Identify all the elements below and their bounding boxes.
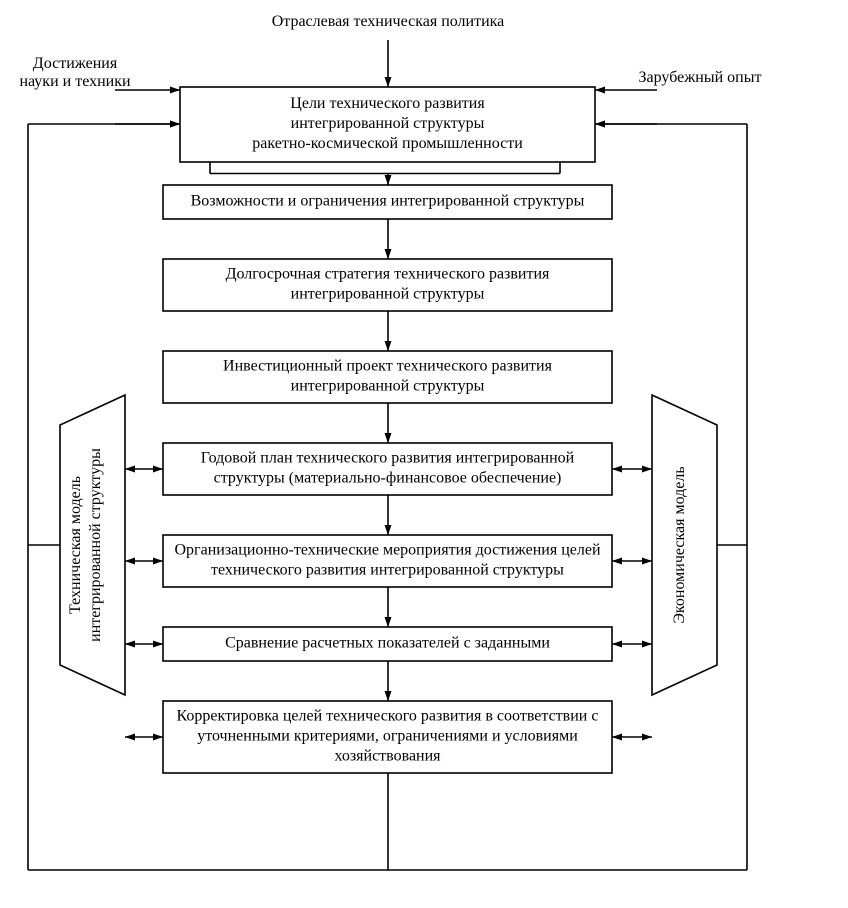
- box-b3: Долгосрочная стратегия технического разв…: [163, 259, 612, 311]
- svg-text:интегрированной структуры: интегрированной структуры: [87, 448, 104, 642]
- svg-text:ракетно-космической промышленн: ракетно-космической промышленности: [252, 135, 523, 152]
- box-b1: Цели технического развития интегрированно…: [180, 87, 595, 162]
- box-b4: Инвестиционный проект технического разви…: [163, 351, 612, 403]
- svg-text:Инвестиционный проект техничес: Инвестиционный проект технического разви…: [223, 358, 553, 375]
- svg-text:Сравнение расчетных показателе: Сравнение расчетных показателей с заданн…: [225, 635, 550, 652]
- svg-text:Организационно-технические мер: Организационно-технические мероприятия д…: [175, 542, 601, 559]
- bracket-b1-b2: [210, 162, 560, 185]
- svg-text:Отраслевая техническая политик: Отраслевая техническая политика: [272, 13, 505, 30]
- svg-text:интегрированной структуры: интегрированной структуры: [291, 115, 485, 132]
- top-left-label: Достижениянауки и техники: [19, 55, 131, 90]
- svg-text:технического развития интегрир: технического развития интегрированной ст…: [211, 562, 564, 579]
- svg-text:уточненными критериями, ограни: уточненными критериями, ограничениями и …: [197, 728, 578, 745]
- svg-text:Цели технического развития: Цели технического развития: [290, 95, 485, 112]
- box-b5: Годовой план технического развития интег…: [163, 443, 612, 495]
- svg-text:Долгосрочная стратегия техниче: Долгосрочная стратегия технического разв…: [226, 266, 550, 283]
- left-trapezoid: Техническая модельинтегрированной структ…: [60, 395, 125, 695]
- right-trapezoid: Экономическая модель: [652, 395, 717, 695]
- svg-text:интегрированной структуры: интегрированной структуры: [291, 286, 485, 303]
- box-b2: Возможности и ограничения интегрированно…: [163, 185, 612, 219]
- svg-text:Годовой план технического разв: Годовой план технического развития интег…: [201, 450, 575, 467]
- svg-text:Корректировка целей техническо: Корректировка целей технического развити…: [177, 708, 599, 725]
- svg-text:Техническая модель: Техническая модель: [67, 476, 84, 614]
- svg-text:Экономическая модель: Экономическая модель: [671, 466, 688, 623]
- svg-text:хозяйствования: хозяйствования: [334, 748, 441, 765]
- top-right-label: Зарубежный опыт: [639, 69, 762, 86]
- box-b6: Организационно-технические мероприятия д…: [163, 535, 612, 587]
- svg-text:интегрированной структуры: интегрированной структуры: [291, 378, 485, 395]
- svg-text:структуры (материально-финансо: структуры (материально-финансовое обеспе…: [214, 470, 562, 487]
- svg-text:Возможности и ограничения инте: Возможности и ограничения интегрированно…: [191, 193, 585, 210]
- box-b7: Сравнение расчетных показателей с заданн…: [163, 627, 612, 661]
- box-b8: Корректировка целей технического развити…: [163, 701, 612, 773]
